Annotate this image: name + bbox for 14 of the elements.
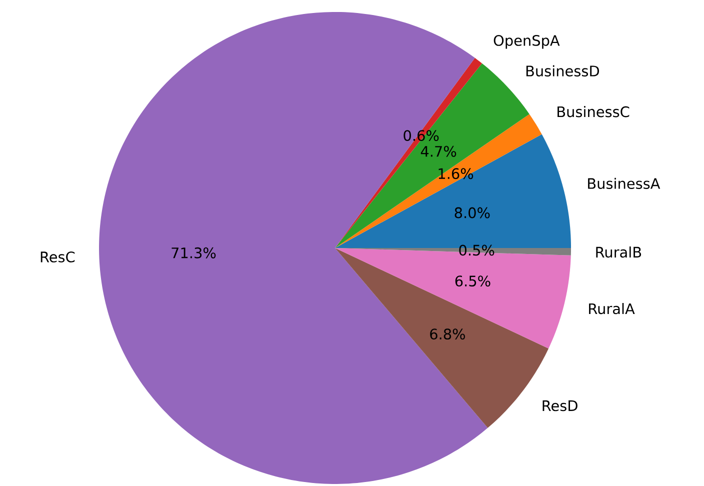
slice-label: RuralA — [589, 302, 635, 314]
slice-label: ResC — [40, 251, 75, 262]
data-label: 71.3% — [172, 247, 216, 258]
data-label: 6.5% — [455, 276, 490, 287]
slice-label: OpenSpA — [494, 34, 560, 49]
data-label: 4.7% — [420, 146, 456, 157]
slice-label: BusinessC — [558, 106, 630, 118]
data-label: 0.6% — [404, 130, 439, 142]
data-label: 8.0% — [454, 207, 490, 218]
slice-label: RuralB — [596, 246, 642, 258]
slice-label: BusinessA — [588, 178, 660, 190]
slice-label: ResD — [542, 400, 578, 412]
slice-label: BusinessD — [526, 65, 599, 76]
data-label: 6.8% — [430, 328, 465, 340]
